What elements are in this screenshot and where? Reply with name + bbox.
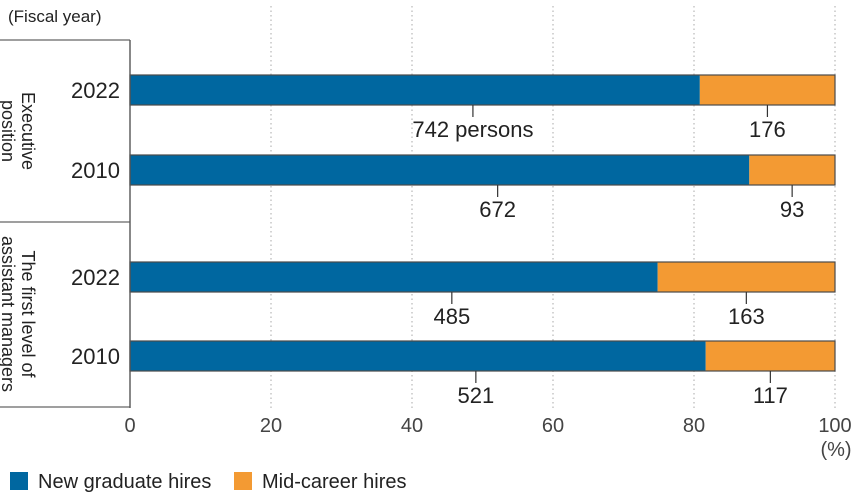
value-label-mid-career: 117: [753, 383, 788, 408]
bar-mid-career: [749, 155, 835, 185]
bar-mid-career: [657, 262, 835, 292]
group-label: Executiveposition: [0, 92, 38, 170]
value-label-mid-career: 163: [728, 304, 765, 329]
bar-new-graduate: [130, 155, 750, 185]
x-axis: 0 20 40 60 80 100: [124, 40, 852, 437]
bar-new-graduate: [130, 341, 706, 371]
bar-mid-career: [705, 341, 835, 371]
x-tick-label: 0: [124, 415, 135, 437]
legend-swatch: [234, 472, 252, 490]
group-label-line: position: [0, 100, 18, 162]
x-tick-label: 60: [542, 415, 564, 437]
year-label: 2010: [71, 344, 120, 369]
group-label-line: The first level of: [18, 250, 38, 378]
value-label-new-graduate: 742 persons: [412, 117, 533, 142]
x-tick-label: 20: [260, 415, 282, 437]
value-label-new-graduate: 672: [479, 197, 516, 222]
value-label-mid-career: 176: [749, 117, 786, 142]
value-label-mid-career: 93: [780, 197, 804, 222]
group-label-line: assistant managers: [0, 236, 18, 392]
year-label: 2022: [71, 265, 120, 290]
bar-mid-career: [699, 75, 835, 105]
bar-new-graduate: [130, 75, 700, 105]
x-axis-unit: (%): [820, 439, 851, 461]
x-tick-label: 100: [818, 415, 851, 437]
year-label: 2022: [71, 78, 120, 103]
value-label-new-graduate: 485: [433, 304, 470, 329]
fiscal-year-caption: (Fiscal year): [8, 7, 102, 26]
bars: [129, 74, 836, 372]
group-label: The first level ofassistant managers: [0, 236, 38, 392]
year-label: 2010: [71, 158, 120, 183]
legend-label: Mid-career hires: [262, 471, 406, 493]
value-label-new-graduate: 521: [457, 383, 494, 408]
value-labels: 2022 742 persons 176 2010 672 93 2022 485 163 201…: [71, 78, 804, 408]
group-label-frame: Executiveposition The first level ofassis…: [0, 39, 130, 408]
bar-new-graduate: [130, 262, 658, 292]
legend-label: New graduate hires: [38, 471, 211, 493]
x-tick-label: 40: [401, 415, 423, 437]
group-label-line: Executive: [18, 92, 38, 170]
legend-swatch: [10, 472, 28, 490]
legend: New graduate hires Mid-career hires: [10, 471, 406, 493]
x-tick-label: 80: [683, 415, 705, 437]
